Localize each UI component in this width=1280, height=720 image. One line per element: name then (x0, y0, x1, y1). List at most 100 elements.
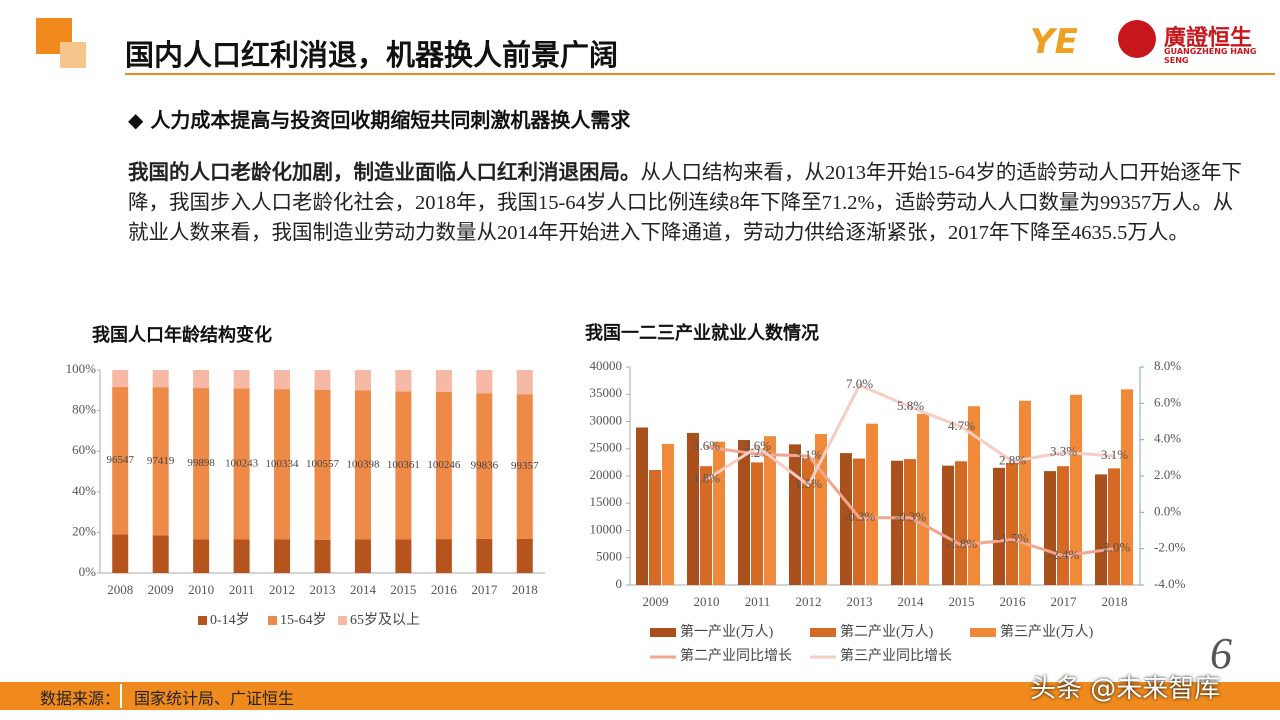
legend-swatch (970, 628, 996, 637)
y-tick-label: 15000 (590, 494, 623, 509)
line-label: 3.2% (744, 445, 771, 460)
y-tick-label: 30000 (590, 412, 623, 427)
legend-swatch (650, 628, 676, 637)
bar-segment (152, 370, 169, 388)
y-tick-label: 40000 (590, 358, 623, 373)
corner-square (60, 42, 86, 68)
bar (1057, 466, 1069, 585)
x-tick-label: 2014 (350, 582, 377, 597)
watermark: 头条 @未来智库 (1030, 674, 1221, 704)
x-tick-label: 2017 (1051, 594, 1078, 609)
y-tick-label: 40% (72, 483, 96, 498)
bar-segment (516, 370, 533, 395)
line-label: -1.5% (997, 531, 1029, 546)
line-label: 5.8% (897, 398, 924, 413)
y2-tick-label: 2.0% (1154, 467, 1181, 482)
bar-label: 100246 (427, 459, 461, 471)
x-tick-label: 2016 (431, 582, 458, 597)
y2-tick-label: 8.0% (1154, 358, 1181, 373)
logo-name: 廣證恒生 (1164, 26, 1253, 51)
bar-segment (112, 370, 129, 387)
footer-divider (120, 684, 122, 708)
bar (891, 460, 903, 585)
x-tick-label: 2014 (898, 594, 925, 609)
x-tick-label: 2010 (188, 582, 214, 597)
bar (1019, 400, 1031, 585)
line-label: 3.3% (1050, 443, 1077, 458)
chart-title: 我国一二三产业就业人数情况 (585, 323, 819, 344)
line-label: 4.7% (948, 418, 975, 433)
y-tick-label: 80% (72, 402, 96, 417)
footer-source: 国家统计局、广证恒生 (134, 691, 295, 708)
bar (636, 427, 648, 585)
chart-title: 我国人口年龄结构变化 (92, 325, 272, 346)
page-number: 6 (1210, 629, 1232, 678)
bar (1095, 474, 1107, 585)
x-tick-label: 2008 (107, 582, 133, 597)
bar (968, 406, 980, 585)
bar-label: 97419 (147, 455, 175, 467)
legend-label: 第二产业同比增长 (680, 647, 792, 664)
bar (840, 453, 852, 585)
y-tick-label: 10000 (590, 521, 623, 536)
bar (942, 465, 954, 585)
legend-label: 第三产业(万人) (1000, 623, 1094, 640)
bar-segment (516, 394, 533, 539)
bar (1006, 462, 1018, 585)
legend-label: 第一产业(万人) (680, 623, 774, 640)
bar (713, 441, 725, 585)
bar-segment (274, 389, 291, 540)
y-tick-label: 20% (72, 523, 96, 538)
x-tick-label: 2012 (269, 582, 295, 597)
bar-segment (314, 370, 331, 390)
y2-tick-label: -4.0% (1154, 576, 1186, 591)
line-label: -0.3% (895, 509, 927, 524)
legend-label: 0-14岁 (210, 612, 250, 628)
bar-segment (435, 391, 452, 540)
y-tick-label: 20000 (590, 467, 623, 482)
bar-segment (274, 539, 291, 573)
y-tick-label: 0% (79, 564, 97, 579)
paragraph: 我国的人口老龄化加剧，制造业面临人口红利消退困局。从人口结构来看，从2013年开… (128, 158, 1250, 248)
bar-segment (314, 539, 331, 573)
x-tick-label: 2011 (745, 594, 771, 609)
y-tick-label: 5000 (596, 549, 622, 564)
line-label: 1.8% (693, 471, 720, 486)
y-tick-label: 35000 (590, 385, 623, 400)
bar-segment (233, 539, 250, 573)
y2-tick-label: 6.0% (1154, 394, 1181, 409)
line-label: 1.5% (795, 476, 822, 491)
bar (1070, 394, 1082, 585)
bar-label: 100398 (346, 459, 380, 471)
logo-sub: GUANGZHENG HANG SENG (1164, 47, 1257, 65)
bar (993, 467, 1005, 585)
bar (802, 458, 814, 585)
line-label: 3.6% (744, 438, 771, 453)
line (705, 383, 1115, 488)
bar-segment (395, 370, 412, 392)
x-tick-label: 2010 (694, 594, 720, 609)
footer-label: 数据来源： (40, 691, 121, 708)
bar (789, 444, 801, 585)
bullet-text: 人力成本提高与投资回收期缩短共同刺激机器换人需求 (150, 108, 631, 132)
bar-segment (112, 386, 129, 535)
bar-segment (112, 534, 129, 573)
bar (751, 462, 763, 585)
bar (662, 443, 674, 585)
line-label: -2.4% (1048, 547, 1080, 562)
footer-bar (0, 682, 1280, 710)
y2-tick-label: 4.0% (1154, 431, 1181, 446)
bar (866, 423, 878, 585)
logo-icon (1118, 20, 1156, 58)
y-tick-label: 0 (616, 576, 623, 591)
bar-segment (274, 370, 291, 390)
bar-label: 100361 (387, 459, 420, 471)
x-tick-label: 2018 (512, 582, 538, 597)
line-label: -1.8% (946, 536, 978, 551)
legend-label: 第三产业同比增长 (840, 647, 952, 664)
bar-segment (354, 390, 371, 540)
bar-label: 100557 (306, 458, 340, 470)
bar-label: 96547 (106, 454, 134, 466)
x-tick-label: 2017 (471, 582, 498, 597)
line-label: 3.1% (1101, 447, 1128, 462)
